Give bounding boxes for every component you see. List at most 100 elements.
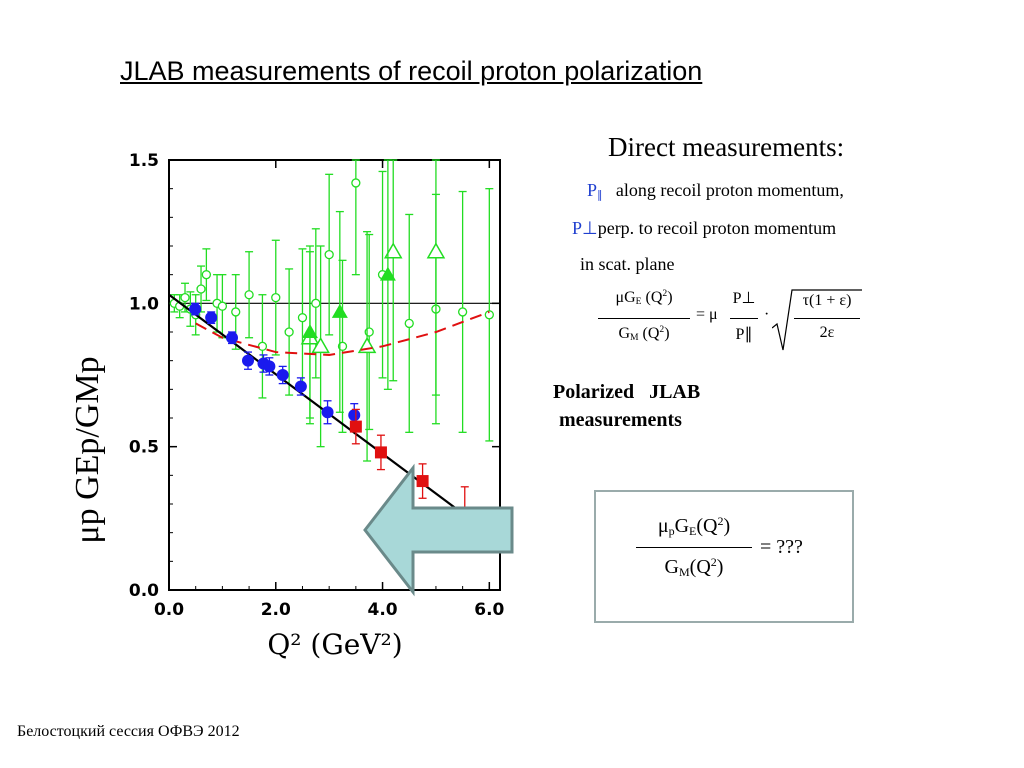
result-den-g: G <box>664 556 679 579</box>
data-point-green-triangle <box>379 266 396 281</box>
formula-equals-mu: = μ <box>696 306 718 323</box>
polarized-line-1: Polarized JLAB <box>553 381 701 403</box>
result-denominator: GM(Q2) <box>632 555 756 580</box>
data-point-green-open-triangle <box>426 242 446 259</box>
result-num-g-sub: E <box>689 524 697 539</box>
y-tick-label: 1.0 <box>129 294 159 314</box>
polarization-ratio-formula: μGE (Q2) GM (Q2) = μ P⊥ P∥ · τ(1 + ε) 2ε <box>596 288 866 358</box>
result-fraction-bar <box>636 547 752 548</box>
formula-ratio-numerator: P⊥ <box>732 290 756 307</box>
data-point-green-circle <box>337 341 348 351</box>
y-axis-ticks: 0.0 0.5 1.0 1.5 <box>129 151 500 601</box>
formula-sqrt-denominator: 2ε <box>819 324 835 341</box>
result-rhs: = ??? <box>760 536 803 558</box>
p-parallel-text: along recoil proton momentum, <box>615 180 844 200</box>
data-point-red <box>374 446 387 459</box>
y-tick-label: 0.5 <box>129 438 159 458</box>
p-parallel-line: P∥ along recoil proton momentum, <box>587 180 844 202</box>
lhs-den-g: G <box>618 324 630 342</box>
data-point-green-open-triangle <box>383 242 403 259</box>
p-perp-line: P⊥perp. to recoil proton momentum <box>572 218 836 239</box>
lhs-num-close: ) <box>667 288 673 306</box>
result-den-sup: 2 <box>710 555 717 569</box>
lhs-num-sup: 2 <box>662 288 668 299</box>
x-tick-label: 4.0 <box>367 600 397 620</box>
y-tick-label: 1.5 <box>129 151 159 171</box>
data-point-green-circle <box>231 307 241 317</box>
data-point-blue <box>189 303 202 316</box>
lhs-den-arg: (Q <box>642 324 660 342</box>
data-point-green-triangle <box>331 303 348 318</box>
data-point-green-triangle <box>301 324 318 338</box>
y-tick-label: 0.0 <box>129 581 159 601</box>
formula-dot: · <box>764 306 770 323</box>
x-tick-label: 6.0 <box>474 600 504 620</box>
plot-area <box>168 159 501 543</box>
p-perp-symbol: P⊥ <box>572 218 598 238</box>
lhs-num-mu-g: μG <box>615 288 636 306</box>
x-tick-label: 2.0 <box>261 600 291 620</box>
scat-plane-text: in scat. plane <box>580 254 675 274</box>
p-parallel-subscript: ∥ <box>597 189 603 202</box>
footer-text: Белостоцкий сессия ОФВЭ 2012 <box>17 723 240 740</box>
result-num-g: G <box>674 515 690 538</box>
data-point-red <box>416 475 429 488</box>
chart: 0.0 0.5 1.0 1.5 0.0 2.0 4.0 6.0 μp GEp/GMp Q² … <box>69 151 514 661</box>
result-num-mu: μ <box>657 515 669 538</box>
data-point-green-circle <box>364 327 374 337</box>
y-axis-label: μp GEp/GMp <box>69 356 106 543</box>
lhs-den-sub: M <box>630 332 639 344</box>
data-point-green-circle <box>351 178 361 188</box>
data-point-green-circle <box>457 307 468 317</box>
result-numerator: μpGE(Q2) <box>632 514 756 539</box>
data-point-green-circle <box>257 341 268 351</box>
result-num-mu-sub: p <box>668 524 675 539</box>
data-point-blue <box>321 406 334 419</box>
polarized-jlab-label: Polarized JLAB measurements <box>553 378 700 434</box>
data-point-green-circle <box>196 284 206 294</box>
lhs-den-sup: 2 <box>659 324 665 335</box>
data-point-green-circle <box>311 298 321 308</box>
dashed-fit-curve <box>195 310 490 356</box>
plot-frame <box>168 159 501 591</box>
data-point-blue <box>225 331 238 344</box>
data-point-green-circle <box>484 310 494 320</box>
data-point-green-open-triangle <box>311 336 330 354</box>
result-formula-box: μpGE(Q2) GM(Q2) = ??? <box>594 490 854 623</box>
data-point-green-circle <box>217 301 228 311</box>
data-point-blue <box>348 409 361 422</box>
lhs-den-close: ) <box>664 324 670 342</box>
x-axis-label: Q² (GeV²) <box>267 628 402 661</box>
p-parallel-symbol: P <box>587 180 598 200</box>
result-num-close: ) <box>723 515 731 538</box>
pointer-arrow <box>363 463 514 597</box>
formula-sqrt-bar <box>794 318 860 319</box>
formula-lhs-denominator: GM (Q2) <box>596 324 692 343</box>
polarized-line-2: measurements <box>559 409 682 431</box>
lhs-num-sub: E <box>635 296 642 308</box>
result-num-sup: 2 <box>717 514 724 528</box>
result-den-arg: (Q <box>689 556 711 579</box>
result-den-g-sub: M <box>679 565 690 580</box>
sqrt-symbol <box>772 289 862 351</box>
data-point-green-circle <box>284 327 294 337</box>
data-point-green-circle <box>324 249 334 260</box>
data-point-green-circle <box>297 313 308 323</box>
data-point-green-circle <box>404 318 414 329</box>
formula-lhs-bar <box>598 318 690 319</box>
x-axis-ticks: 0.0 2.0 4.0 6.0 <box>154 160 505 620</box>
lhs-num-arg: (Q <box>645 288 663 306</box>
data-point-blue <box>276 369 289 381</box>
result-den-close: ) <box>716 556 724 579</box>
formula-ratio-bar <box>730 318 758 319</box>
data-point-green-circle <box>180 292 190 303</box>
data-point-blue <box>263 360 276 373</box>
data-point-green-circle <box>244 290 254 300</box>
data-point-green-circle <box>201 270 212 280</box>
data-point-blue <box>205 311 218 324</box>
data-point-blue <box>294 380 307 393</box>
direct-heading: Direct measurements: <box>608 132 845 162</box>
linear-fit-line <box>168 293 501 543</box>
p-perp-text: perp. to recoil proton momentum <box>597 218 837 238</box>
slide-title: JLAB measurements of recoil proton polar… <box>120 56 703 86</box>
